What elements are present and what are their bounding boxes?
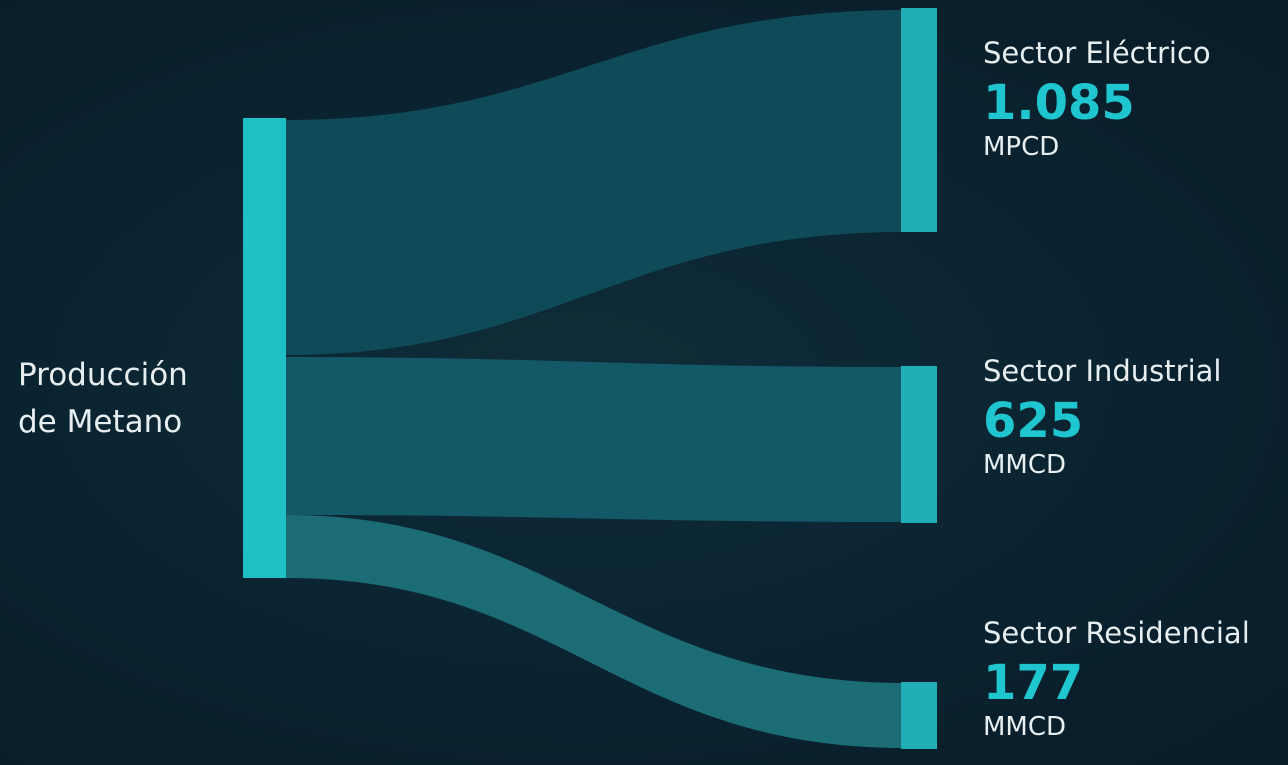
flow-residencial [286, 515, 905, 748]
target-node-industrial [901, 366, 937, 523]
target-node-residencial [901, 682, 937, 749]
source-label-line1: Producción [18, 357, 188, 393]
target-unit: MMCD [983, 450, 1067, 480]
source-node [243, 118, 286, 578]
target-name: Sector Eléctrico [983, 36, 1211, 70]
source-label: Producción de Metano [18, 352, 218, 446]
target-name: Sector Industrial [983, 354, 1222, 388]
target-electrico: Sector Eléctrico 1.085 MPCD [983, 36, 1283, 162]
target-value: 625 [983, 393, 1084, 449]
target-unit: MPCD [983, 132, 1060, 162]
flow-industrial [286, 357, 905, 522]
target-node-electrico [901, 8, 937, 232]
target-unit: MMCD [983, 712, 1067, 742]
target-residencial: Sector Residencial 177 MMCD [983, 616, 1283, 742]
target-value: 1.085 [983, 75, 1135, 131]
target-name: Sector Residencial [983, 616, 1250, 650]
target-industrial: Sector Industrial 625 MMCD [983, 354, 1283, 480]
flow-electrico [286, 10, 905, 355]
target-value: 177 [983, 655, 1084, 711]
source-label-line2: de Metano [18, 404, 183, 440]
